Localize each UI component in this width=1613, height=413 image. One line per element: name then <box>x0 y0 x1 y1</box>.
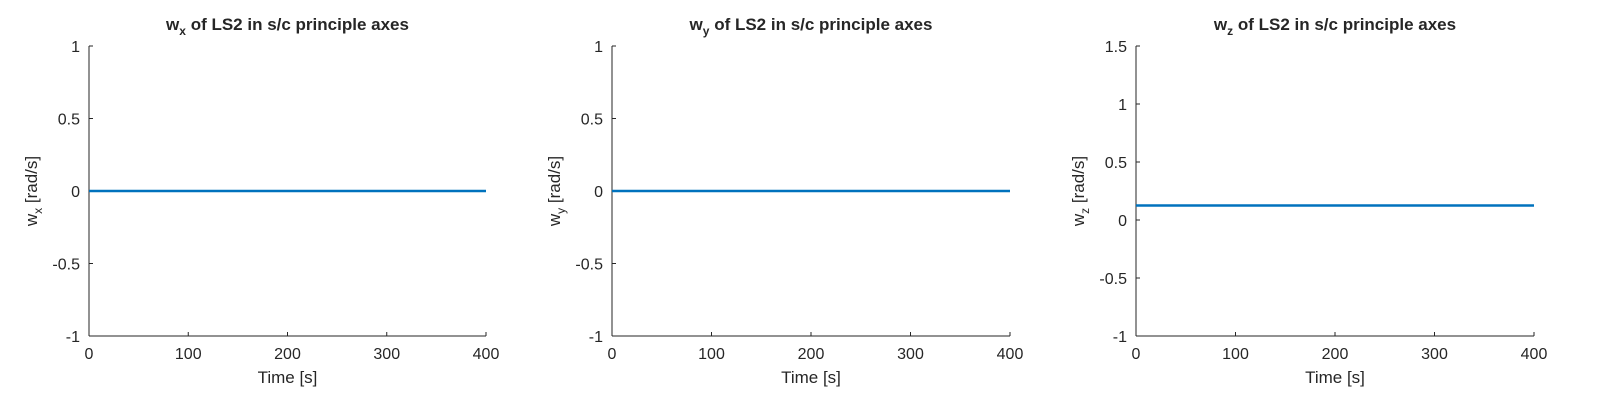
y-tick-label: 1.5 <box>1105 39 1127 56</box>
y-axis-label-base: w <box>545 213 564 227</box>
x-tick-label: 100 <box>698 346 725 363</box>
x-axis-label: Time [s] <box>258 368 318 387</box>
x-tick-label: 100 <box>1222 346 1249 363</box>
x-tick-label: 400 <box>997 346 1024 363</box>
chart-title: wx of LS2 in s/c principle axes <box>165 15 409 38</box>
y-tick-label: 0 <box>1118 213 1127 230</box>
y-tick-label: 0 <box>594 184 603 201</box>
x-tick-label: 0 <box>608 346 617 363</box>
x-tick-label: 0 <box>85 346 94 363</box>
x-tick-label: 200 <box>798 346 825 363</box>
y-axis-label-rest: [rad/s] <box>545 156 564 208</box>
y-axis-label: wz [rad/s] <box>1069 156 1092 227</box>
x-tick-label: 200 <box>274 346 301 363</box>
chart-title-rest: of LS2 in s/c principle axes <box>186 15 409 34</box>
y-tick-label: 1 <box>71 39 80 56</box>
chart-title-subscript: z <box>1227 24 1233 38</box>
y-tick-label: -0.5 <box>575 257 603 274</box>
y-tick-label: -1 <box>589 329 603 346</box>
x-tick-label: 300 <box>373 346 400 363</box>
y-axis-label-subscript: y <box>554 208 568 214</box>
x-tick-label: 200 <box>1322 346 1349 363</box>
y-tick-label: -1 <box>66 329 80 346</box>
y-tick-label: -0.5 <box>1099 271 1127 288</box>
y-tick-label: 0.5 <box>1105 155 1127 172</box>
subplot-3: 0 100 200 300 400-1-0.500.511.5wz of LS2 in … <box>1069 15 1547 387</box>
chart-title: wz of LS2 in s/c principle axes <box>1213 15 1456 38</box>
x-tick-label: 0 <box>1132 346 1141 363</box>
y-tick-label: 0.5 <box>581 112 603 129</box>
y-axis-label-rest: [rad/s] <box>1069 156 1088 208</box>
y-axis-label-base: w <box>1069 213 1088 227</box>
chart-title-base: w <box>689 15 704 34</box>
x-tick-label: 400 <box>1521 346 1548 363</box>
y-tick-label: 0.5 <box>58 112 80 129</box>
y-axis-label-base: w <box>22 213 41 227</box>
y-tick-label: 1 <box>1118 97 1127 114</box>
x-tick-label: 100 <box>175 346 202 363</box>
y-axis-label: wx [rad/s] <box>22 156 45 227</box>
chart-title-subscript: y <box>703 24 710 38</box>
x-axis-label: Time [s] <box>1305 368 1365 387</box>
y-tick-label: 1 <box>594 39 603 56</box>
x-tick-label: 300 <box>897 346 924 363</box>
y-axis-label-subscript: x <box>31 208 45 214</box>
chart-title-subscript: x <box>179 24 186 38</box>
y-axis-label-subscript: z <box>1078 208 1092 214</box>
y-tick-label: 0 <box>71 184 80 201</box>
x-tick-label: 400 <box>473 346 500 363</box>
chart-title-base: w <box>165 15 180 34</box>
x-tick-label: 300 <box>1421 346 1448 363</box>
chart-title: wy of LS2 in s/c principle axes <box>689 15 933 38</box>
chart-title-rest: of LS2 in s/c principle axes <box>709 15 932 34</box>
y-tick-label: -1 <box>1113 329 1127 346</box>
y-axis-label: wy [rad/s] <box>545 156 568 227</box>
y-tick-label: -0.5 <box>52 257 80 274</box>
chart-title-rest: of LS2 in s/c principle axes <box>1233 15 1456 34</box>
chart-title-base: w <box>1213 15 1228 34</box>
y-axis-label-rest: [rad/s] <box>22 156 41 208</box>
x-axis-label: Time [s] <box>781 368 841 387</box>
